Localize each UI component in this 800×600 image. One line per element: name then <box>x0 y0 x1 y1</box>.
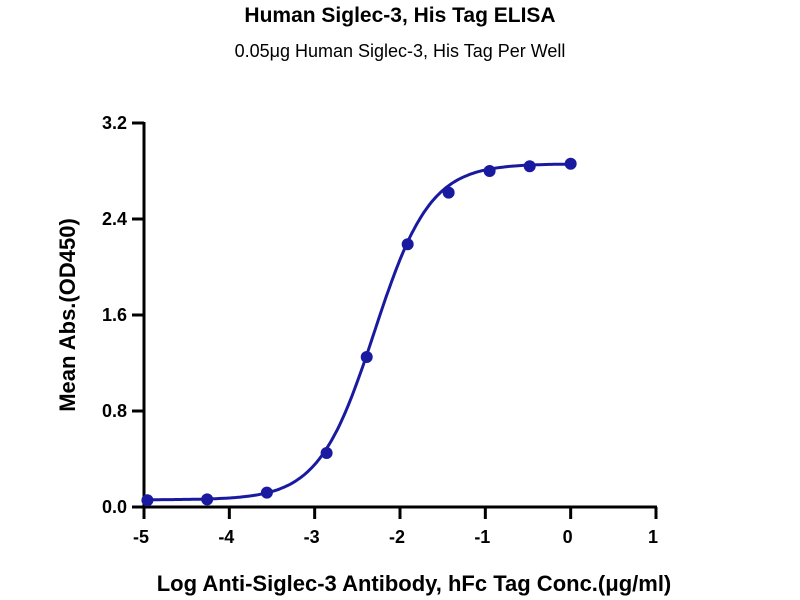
x-tick-label: -1 <box>474 527 490 547</box>
x-tick-label: 1 <box>648 527 658 547</box>
x-tick-label: 0 <box>563 527 573 547</box>
y-tick-label: 0.0 <box>102 497 127 517</box>
x-tick-label: -2 <box>389 527 405 547</box>
x-axis-label: Log Anti-Siglec-3 Antibody, hFc Tag Conc… <box>157 571 672 596</box>
data-point <box>564 157 577 170</box>
data-point <box>401 238 414 251</box>
y-tick-label: 3.2 <box>102 113 127 133</box>
data-point <box>523 160 536 173</box>
data-point <box>141 494 154 507</box>
y-axis-label: Mean Abs.(OD450) <box>55 218 80 412</box>
data-point <box>201 493 214 506</box>
chart-subtitle: 0.05μg Human Siglec-3, His Tag Per Well <box>235 41 566 61</box>
data-point <box>260 486 273 499</box>
fit-curve <box>147 162 571 502</box>
y-tick-label: 0.8 <box>102 401 127 421</box>
data-point <box>442 186 455 199</box>
y-tick-label: 1.6 <box>102 305 127 325</box>
data-point <box>320 447 333 459</box>
data-point <box>360 351 373 363</box>
x-tick-label: -3 <box>304 527 320 547</box>
y-tick-label: 2.4 <box>102 209 127 229</box>
data-point <box>483 165 496 177</box>
chart-title: Human Siglec-3, His Tag ELISA <box>244 4 555 27</box>
x-tick-label: -4 <box>218 527 234 547</box>
x-tick-label: -5 <box>133 527 149 547</box>
